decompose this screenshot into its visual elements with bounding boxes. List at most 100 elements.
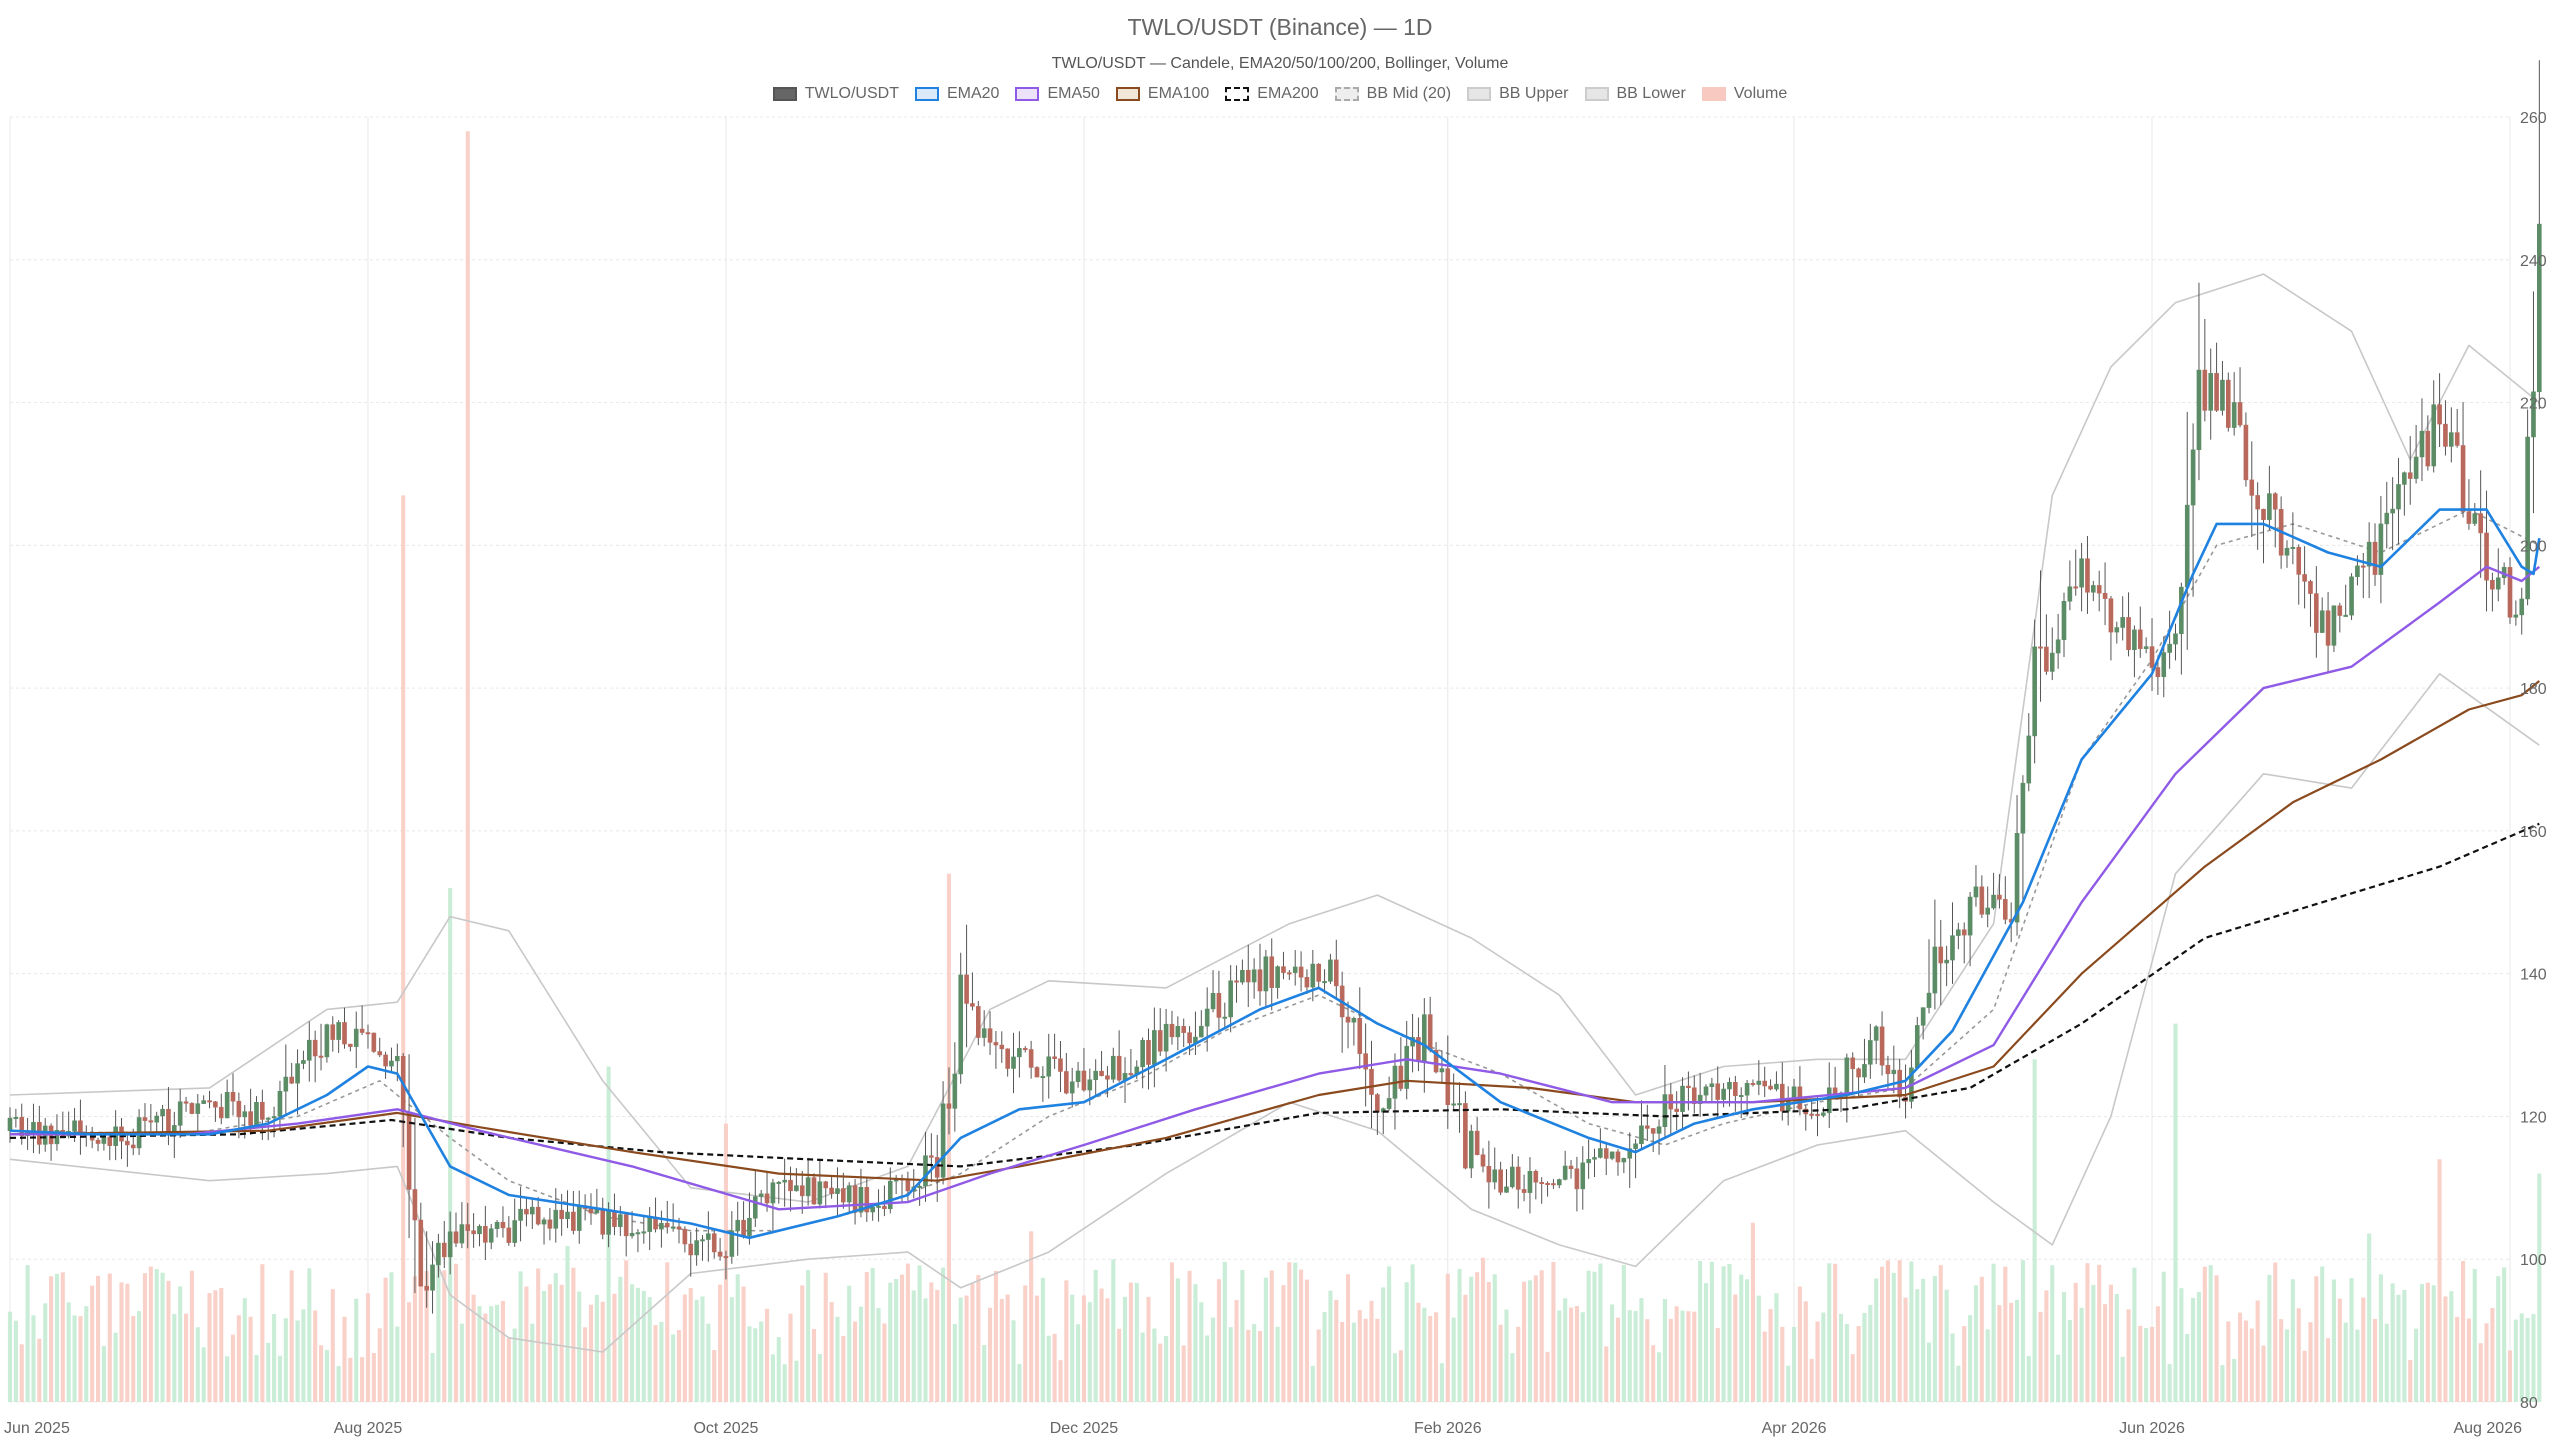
legend-item[interactable]: Volume [1701, 85, 1787, 103]
candle-body [1257, 969, 1263, 992]
candle-body [647, 1216, 652, 1232]
candle-body [1087, 1079, 1093, 1091]
volume-bar [1956, 1365, 1961, 1402]
volume-bar [1833, 1263, 1838, 1402]
candle-body [1738, 1095, 1744, 1098]
candle-body [1603, 1148, 1609, 1159]
candle-body [436, 1242, 441, 1266]
candle-body [1369, 1068, 1374, 1095]
volume-bar [1076, 1324, 1081, 1402]
candle-body [2425, 430, 2431, 467]
volume-bar [741, 1286, 746, 1402]
legend-item[interactable]: TWLO/USDT [772, 85, 899, 103]
candle-body [2337, 605, 2343, 616]
legend-item[interactable]: BB Mid (20) [1334, 85, 1451, 103]
volume-bar [2032, 1059, 2037, 1402]
candle-body [477, 1225, 482, 1235]
candle-body [2454, 432, 2460, 446]
volume-bar [853, 1321, 858, 1402]
volume-bar [483, 1313, 488, 1402]
volume-bar [688, 1288, 693, 1402]
volume-bar [1645, 1319, 1650, 1402]
candle-body [612, 1211, 617, 1227]
volume-bar [1568, 1307, 1574, 1402]
candles [7, 60, 2542, 1314]
candle-body [923, 1155, 928, 1187]
volume-bar [2478, 1343, 2483, 1402]
candle-body [1005, 1048, 1010, 1069]
candle-body [177, 1101, 183, 1126]
volume-bar [1721, 1266, 1726, 1402]
volume-bar [1240, 1270, 1245, 1402]
volume-bar [389, 1272, 394, 1402]
volume-bar [1181, 1345, 1186, 1402]
candle-body [201, 1100, 206, 1104]
candle-body [782, 1179, 787, 1183]
volume-bar [559, 1284, 564, 1402]
legend-item[interactable]: EMA100 [1115, 85, 1209, 103]
grid [9, 116, 2511, 1403]
volume-bar [594, 1294, 599, 1402]
volume-bar [119, 1282, 124, 1402]
volume-bar [577, 1291, 582, 1402]
candle-body [964, 974, 969, 1004]
candle-body [1468, 1130, 1474, 1169]
volume-bar [1187, 1270, 1192, 1402]
volume-bar [283, 1318, 288, 1402]
volume-bar [2144, 1327, 2149, 1402]
candle-body [154, 1115, 160, 1123]
volume-bar [1381, 1287, 1386, 1402]
volume-bar [1281, 1285, 1286, 1402]
legend-item[interactable]: EMA20 [914, 85, 999, 103]
legend-item[interactable]: BB Upper [1467, 85, 1569, 103]
candle-body [1310, 963, 1316, 988]
volume-bar [1275, 1326, 1280, 1402]
volume-bar [60, 1272, 65, 1402]
candle-body [1116, 1055, 1122, 1081]
candle-body [706, 1233, 711, 1240]
volume-bar [2009, 1302, 2014, 1402]
legend-item[interactable]: EMA50 [1015, 85, 1100, 103]
candle-body [1721, 1088, 1726, 1100]
volume-bar [1598, 1263, 1603, 1402]
candle-body [1856, 1068, 1861, 1078]
candle-body [2413, 456, 2419, 479]
candle-body [870, 1206, 875, 1213]
candle-body [571, 1211, 576, 1231]
legend-item[interactable]: BB Lower [1584, 85, 1686, 103]
candle-body [1316, 963, 1321, 982]
candle-body [694, 1240, 699, 1256]
candle-body [1967, 896, 1973, 936]
candle-body [1269, 956, 1275, 988]
candle-body [1703, 1086, 1709, 1096]
legend-item[interactable]: EMA200 [1225, 85, 1319, 103]
volume-bar [811, 1328, 817, 1402]
candle-body [2114, 627, 2120, 633]
candle-body [1169, 1023, 1175, 1038]
candle-body [1551, 1183, 1556, 1186]
volume-bar [1639, 1298, 1644, 1402]
volume-bar [1416, 1302, 1421, 1402]
volume-bar [242, 1298, 247, 1402]
candle-body [2407, 472, 2413, 479]
candle-body [1128, 1073, 1134, 1076]
volume-bar [1105, 1298, 1110, 1402]
volume-bar [682, 1294, 687, 1402]
candle-body [1697, 1094, 1703, 1104]
candle-body [377, 1051, 383, 1056]
candle-body [483, 1225, 488, 1243]
candle-body [242, 1111, 248, 1118]
volume-bar [1750, 1222, 1756, 1402]
candle-body [2267, 493, 2272, 520]
candle-body [283, 1076, 289, 1092]
candle-body [1985, 907, 1991, 915]
candle-body [1662, 1094, 1668, 1127]
candle-body [1204, 1008, 1210, 1027]
volume-bar [1480, 1257, 1486, 1402]
candle-body [841, 1188, 846, 1203]
volume-bar [1897, 1260, 1902, 1402]
volume-bar [2437, 1159, 2442, 1402]
candle-body [1333, 959, 1339, 987]
candle-body [1028, 1049, 1034, 1068]
volume-bar [266, 1342, 271, 1402]
